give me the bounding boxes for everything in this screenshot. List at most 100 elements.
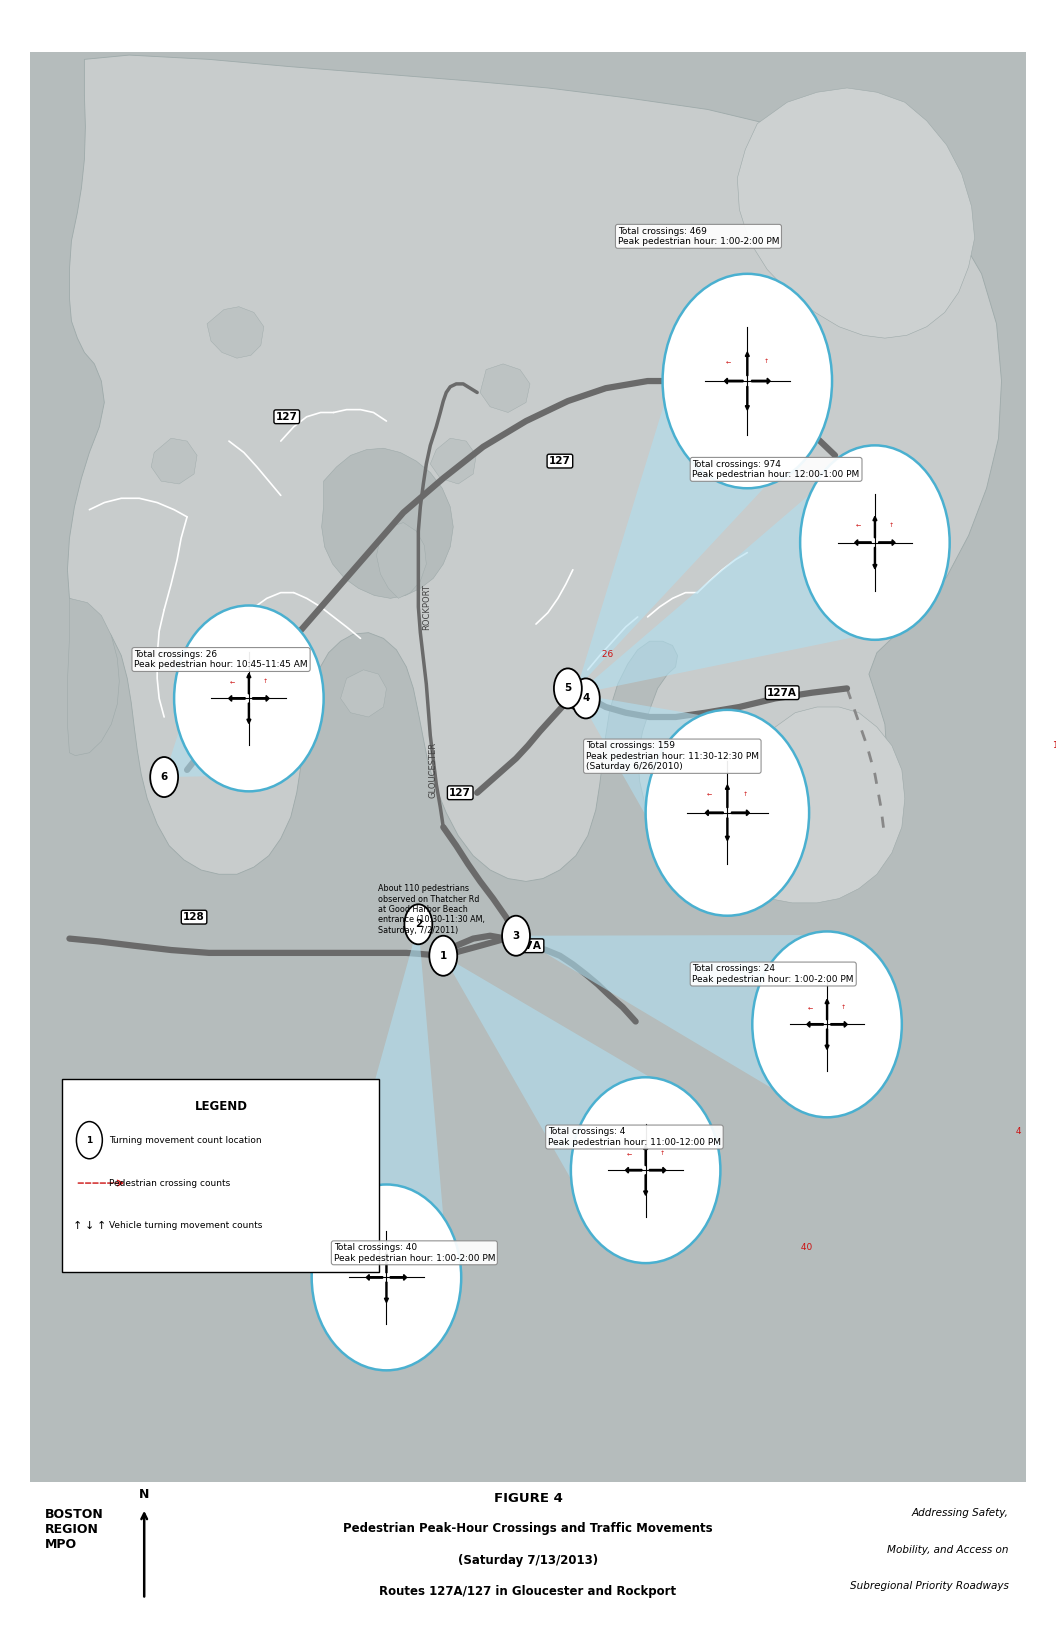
FancyArrow shape bbox=[752, 379, 770, 384]
FancyArrow shape bbox=[625, 1167, 642, 1173]
FancyArrow shape bbox=[649, 1167, 666, 1173]
Text: 127A: 127A bbox=[512, 940, 542, 951]
Text: 469: 469 bbox=[1036, 227, 1056, 235]
Text: Total crossings: 24
Peak pedestrian hour: 1:00-2:00 PM: Total crossings: 24 Peak pedestrian hour… bbox=[693, 965, 854, 984]
Text: ←: ← bbox=[808, 1005, 813, 1010]
Text: Vehicle turning movement counts: Vehicle turning movement counts bbox=[110, 1221, 263, 1231]
Polygon shape bbox=[341, 669, 386, 716]
Circle shape bbox=[430, 935, 457, 976]
Polygon shape bbox=[739, 707, 905, 902]
Text: 127: 127 bbox=[549, 455, 571, 467]
FancyArrow shape bbox=[705, 809, 723, 816]
Text: 6: 6 bbox=[161, 772, 168, 782]
Polygon shape bbox=[737, 88, 975, 338]
FancyBboxPatch shape bbox=[62, 1079, 379, 1271]
FancyArrow shape bbox=[807, 1022, 824, 1027]
FancyArrow shape bbox=[725, 818, 730, 840]
Polygon shape bbox=[322, 449, 453, 599]
FancyArrow shape bbox=[247, 703, 251, 723]
Text: ←: ← bbox=[727, 359, 732, 364]
Text: ↑: ↑ bbox=[659, 1151, 664, 1155]
FancyArrow shape bbox=[384, 1283, 389, 1302]
Text: 128: 128 bbox=[183, 912, 205, 922]
FancyArrow shape bbox=[873, 516, 876, 537]
Text: ↑: ↑ bbox=[263, 679, 268, 684]
Polygon shape bbox=[480, 364, 530, 413]
Text: Pedestrian crossing counts: Pedestrian crossing counts bbox=[110, 1178, 230, 1188]
Polygon shape bbox=[577, 317, 804, 689]
Text: (Saturday 7/13/2013): (Saturday 7/13/2013) bbox=[458, 1554, 598, 1567]
Text: LEGEND: LEGEND bbox=[194, 1100, 247, 1113]
Text: FIGURE 4: FIGURE 4 bbox=[493, 1492, 563, 1505]
FancyArrow shape bbox=[732, 809, 750, 816]
Text: 127: 127 bbox=[449, 788, 471, 798]
FancyArrow shape bbox=[390, 1275, 407, 1279]
Ellipse shape bbox=[645, 710, 809, 916]
Text: ←: ← bbox=[367, 1258, 373, 1263]
FancyArrow shape bbox=[825, 1030, 829, 1049]
FancyArrow shape bbox=[725, 785, 730, 808]
Circle shape bbox=[76, 1121, 102, 1159]
Text: BOSTON
REGION
MPO: BOSTON REGION MPO bbox=[44, 1508, 103, 1550]
Circle shape bbox=[404, 904, 432, 945]
FancyBboxPatch shape bbox=[10, 1485, 1046, 1622]
Text: ←: ← bbox=[230, 679, 235, 684]
Ellipse shape bbox=[312, 1185, 461, 1371]
Ellipse shape bbox=[752, 932, 902, 1118]
Text: Addressing Safety,: Addressing Safety, bbox=[911, 1508, 1008, 1518]
Text: 1: 1 bbox=[87, 1136, 93, 1144]
FancyArrow shape bbox=[724, 379, 743, 384]
Text: Total crossings: 26
Peak pedestrian hour: 10:45-11:45 AM: Total crossings: 26 Peak pedestrian hour… bbox=[134, 650, 308, 669]
Polygon shape bbox=[577, 694, 760, 901]
Text: Total crossings: 40
Peak pedestrian hour: 1:00-2:00 PM: Total crossings: 40 Peak pedestrian hour… bbox=[334, 1244, 495, 1263]
Polygon shape bbox=[430, 439, 476, 485]
Polygon shape bbox=[323, 924, 450, 1289]
Text: 5: 5 bbox=[564, 684, 571, 694]
Text: 2: 2 bbox=[415, 919, 422, 929]
Text: 4: 4 bbox=[582, 694, 589, 703]
Text: 3: 3 bbox=[512, 930, 520, 940]
Ellipse shape bbox=[800, 446, 949, 640]
Text: 1: 1 bbox=[439, 951, 447, 961]
Polygon shape bbox=[151, 439, 197, 485]
Text: 4: 4 bbox=[966, 1128, 1021, 1136]
Circle shape bbox=[502, 916, 530, 956]
Ellipse shape bbox=[174, 605, 323, 792]
Text: ↑: ↑ bbox=[841, 1005, 846, 1010]
FancyArrow shape bbox=[252, 695, 269, 702]
Text: ←: ← bbox=[706, 792, 712, 796]
Text: About 110 pedestrians
observed on Thatcher Rd
at Good Harbor Beach
entrance (10:: About 110 pedestrians observed on Thatch… bbox=[378, 885, 486, 935]
Text: Total crossings: 159
Peak pedestrian hour: 11:30-12:30 PM
(Saturday 6/26/2010): Total crossings: 159 Peak pedestrian hou… bbox=[586, 741, 759, 770]
Text: Turning movement count location: Turning movement count location bbox=[110, 1136, 262, 1144]
Text: 40: 40 bbox=[752, 1244, 812, 1252]
FancyArrow shape bbox=[825, 999, 829, 1020]
Ellipse shape bbox=[571, 1077, 720, 1263]
Text: GLOUCESTER: GLOUCESTER bbox=[429, 743, 438, 798]
Text: Mobility, and Access on: Mobility, and Access on bbox=[887, 1544, 1008, 1555]
Text: ↑: ↑ bbox=[400, 1258, 406, 1263]
FancyBboxPatch shape bbox=[20, 38, 1036, 1497]
Text: ↓: ↓ bbox=[84, 1221, 94, 1231]
Polygon shape bbox=[377, 522, 427, 599]
Text: Pedestrian Peak-Hour Crossings and Traffic Movements: Pedestrian Peak-Hour Crossings and Traff… bbox=[343, 1523, 713, 1536]
Text: 26: 26 bbox=[553, 650, 614, 659]
Text: Total crossings: 4
Peak pedestrian hour: 11:00-12:00 PM: Total crossings: 4 Peak pedestrian hour:… bbox=[548, 1128, 721, 1147]
Text: ↑: ↑ bbox=[763, 359, 769, 364]
FancyArrow shape bbox=[831, 1022, 847, 1027]
Polygon shape bbox=[164, 622, 283, 777]
FancyArrow shape bbox=[247, 674, 251, 694]
FancyArrow shape bbox=[644, 1175, 647, 1195]
Text: Total crossings: 469
Peak pedestrian hour: 1:00-2:00 PM: Total crossings: 469 Peak pedestrian hou… bbox=[618, 227, 779, 246]
Text: Subregional Priority Roadways: Subregional Priority Roadways bbox=[850, 1581, 1008, 1591]
Circle shape bbox=[554, 669, 582, 708]
FancyArrow shape bbox=[873, 547, 876, 570]
Text: Routes 127A/127 in Gloucester and Rockport: Routes 127A/127 in Gloucester and Rockpo… bbox=[379, 1585, 677, 1598]
FancyArrow shape bbox=[746, 387, 750, 410]
Text: ↑: ↑ bbox=[73, 1221, 82, 1231]
FancyArrow shape bbox=[644, 1146, 647, 1165]
Polygon shape bbox=[444, 956, 683, 1244]
Circle shape bbox=[150, 757, 178, 796]
Text: ←: ← bbox=[855, 522, 861, 527]
FancyArrow shape bbox=[366, 1275, 382, 1279]
Text: 159: 159 bbox=[1004, 741, 1056, 751]
